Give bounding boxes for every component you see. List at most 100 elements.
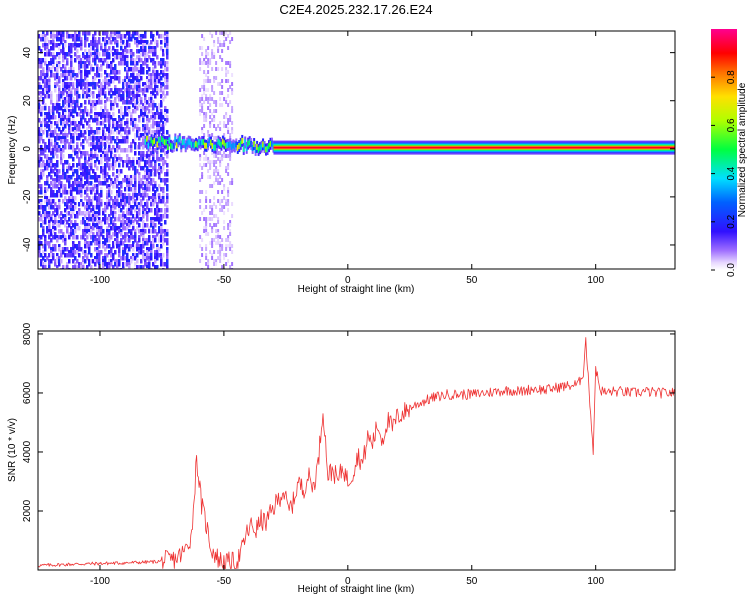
heatmap-cell (94, 43, 97, 48)
heatmap-cell (108, 175, 111, 180)
heatmap-cell (52, 256, 55, 261)
heatmap-cell (110, 205, 113, 210)
heatmap-cell (128, 223, 131, 228)
heatmap-cell (44, 43, 47, 48)
heatmap-cell (108, 136, 111, 141)
heatmap-cell (136, 211, 139, 216)
heatmap-cell (205, 223, 208, 227)
heatmap-cell (152, 124, 155, 129)
heatmap-cell (225, 79, 228, 83)
heatmap-cell (98, 226, 101, 231)
heatmap-cell (132, 76, 135, 81)
heatmap-cell (144, 175, 147, 180)
heatmap-cell (104, 52, 107, 57)
heatmap-cell (152, 91, 155, 96)
heatmap-cell (154, 217, 157, 222)
heatmap-cell (44, 262, 47, 267)
heatmap-cell (136, 259, 139, 264)
heatmap-cell (112, 100, 115, 105)
heatmap-cell (225, 31, 228, 35)
heatmap-cell (148, 184, 151, 189)
heatmap-cell (96, 211, 99, 216)
heatmap-cell (82, 79, 85, 84)
heatmap-cell (138, 175, 141, 180)
heatmap-cell (120, 88, 123, 93)
heatmap-cell (122, 115, 125, 120)
heatmap-cell (136, 193, 139, 198)
heatmap-cell (158, 76, 161, 81)
heatmap-cell (124, 238, 127, 243)
heatmap-cell (86, 193, 89, 198)
heatmap-cell (94, 148, 97, 153)
heatmap-cell (126, 64, 129, 69)
heatmap-cell (54, 217, 57, 222)
heatmap-cell (205, 163, 208, 167)
heatmap-cell (201, 46, 204, 50)
heatmap-cell (90, 235, 93, 240)
heatmap-cell (48, 160, 51, 165)
heatmap-cell (40, 121, 43, 126)
heatmap-cell (122, 217, 125, 222)
heatmap-cell (142, 187, 145, 192)
heatmap-cell (189, 139, 192, 146)
heatmap-cell (140, 178, 143, 183)
heatmap-cell (100, 166, 103, 171)
heatmap-cell (86, 184, 89, 189)
heatmap-cell (128, 127, 131, 132)
heatmap-cell (187, 138, 190, 145)
heatmap-cell (162, 241, 165, 246)
heatmap-cell (44, 205, 47, 210)
heatmap-cell (76, 55, 79, 60)
heatmap-cell (108, 73, 111, 78)
heatmap-cell (54, 139, 57, 144)
heatmap-cell (116, 184, 119, 189)
heatmap-cell (92, 85, 95, 90)
heatmap-cell (142, 238, 145, 243)
heatmap-cell (150, 244, 153, 249)
heatmap-cell (76, 100, 79, 105)
heatmap-cell (138, 103, 141, 108)
heatmap-cell (126, 136, 129, 141)
heatmap-cell (108, 157, 111, 162)
heatmap-cell (98, 130, 101, 135)
heatmap-cell (231, 73, 234, 77)
heatmap-cell (86, 217, 89, 222)
heatmap-cell (166, 199, 169, 204)
heatmap-cell (100, 58, 103, 63)
heatmap-cell (100, 142, 103, 147)
heatmap-cell (44, 58, 47, 63)
heatmap-cell (112, 34, 115, 39)
heatmap-cell (162, 196, 165, 201)
heatmap-cell (48, 184, 51, 189)
heatmap-cell (154, 229, 157, 234)
heatmap-cell (104, 124, 107, 129)
heatmap-cell (118, 130, 121, 135)
heatmap-cell (136, 202, 139, 207)
heatmap-cell (98, 148, 101, 153)
heatmap-cell (52, 184, 55, 189)
heatmap-cell (152, 157, 155, 162)
heatmap-cell (58, 61, 61, 66)
heatmap-cell (78, 157, 81, 162)
heatmap-cell (80, 115, 83, 120)
heatmap-cell (64, 40, 67, 45)
heatmap-cell (62, 199, 65, 204)
heatmap-cell (124, 175, 127, 180)
heatmap-cell (120, 55, 123, 60)
heatmap-cell (58, 148, 61, 153)
heatmap-cell (62, 100, 65, 105)
heatmap-cell (46, 178, 49, 183)
heatmap-cell (223, 133, 226, 137)
heatmap-cell (40, 175, 43, 180)
heatmap-cell (148, 97, 151, 102)
heatmap-cell (201, 127, 204, 131)
heatmap-cell (94, 223, 97, 228)
heatmap-cell (64, 100, 67, 105)
heatmap-cell (92, 217, 95, 222)
heatmap-cell (158, 166, 161, 171)
heatmap-cell (219, 250, 222, 254)
heatmap-cell (152, 121, 155, 126)
heatmap-cell (166, 52, 169, 57)
heatmap-cell (138, 202, 141, 207)
